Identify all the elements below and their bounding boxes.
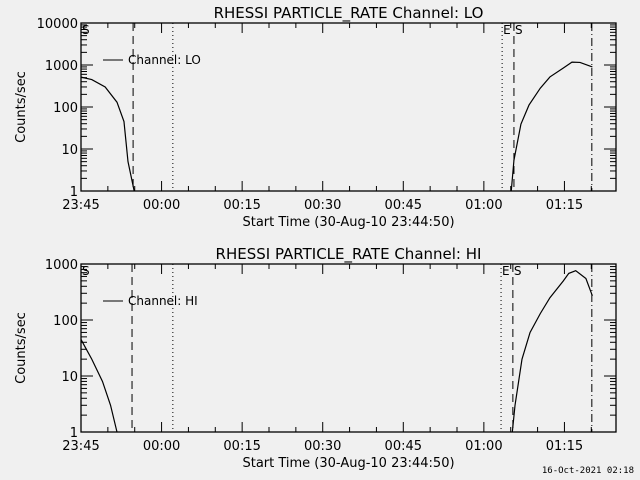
y-tick-label: 10 (61, 143, 78, 158)
x-tick-label: 00:45 (385, 198, 422, 213)
y-tick-label: 1000 (45, 59, 78, 74)
plot-title: RHESSI PARTICLE_RATE Channel: LO (214, 4, 484, 23)
x-tick-label: 00:00 (143, 198, 180, 213)
x-axis-label: Start Time (30-Aug-10 23:44:50) (242, 456, 454, 471)
plot-panel-hi: RHESSI PARTICLE_RATE Channel: HI Start Ti… (14, 245, 617, 471)
series-line (510, 61, 593, 192)
x-tick-label: 00:45 (385, 439, 422, 454)
y-tick-label: 100 (53, 101, 78, 116)
y-tick-label: 1 (70, 426, 78, 441)
x-tick-label: 00:15 (223, 198, 260, 213)
x-axis-label: Start Time (30-Aug-10 23:44:50) (242, 215, 454, 230)
x-tick-label: 23:45 (62, 439, 99, 454)
x-tick-label: 01:00 (465, 198, 502, 213)
series-line (80, 339, 118, 433)
x-tick-label: 01:00 (465, 439, 502, 454)
plot-panel-lo: RHESSI PARTICLE_RATE Channel: LO Start Ti… (14, 4, 617, 230)
y-tick-label: 1 (70, 185, 78, 200)
plot-frame (80, 22, 617, 192)
x-tick-label: 23:45 (62, 198, 99, 213)
x-tick-label: 01:15 (546, 198, 583, 213)
marker-label: S (514, 264, 522, 278)
series-line (80, 76, 135, 192)
series-line (511, 269, 593, 433)
plot-frame (80, 263, 617, 433)
marker-label: S (82, 264, 90, 278)
marker-label: E (503, 23, 511, 37)
marker-label: S (515, 23, 523, 37)
x-tick-label: 01:15 (546, 439, 583, 454)
marker-label: E (502, 264, 510, 278)
legend-label: Channel: LO (128, 53, 201, 67)
y-axis-label: Counts/sec (14, 71, 29, 143)
x-tick-label: 00:15 (223, 439, 260, 454)
y-tick-label: 10000 (37, 17, 78, 32)
y-tick-label: 100 (53, 314, 78, 329)
legend-label: Channel: HI (128, 294, 198, 308)
footer-timestamp: 16-Oct-2021 02:18 (541, 466, 634, 476)
y-tick-label: 1000 (45, 258, 78, 273)
y-axis-label: Counts/sec (14, 312, 29, 384)
x-tick-label: 00:00 (143, 439, 180, 454)
y-tick-label: 10 (61, 370, 78, 385)
marker-label: S (82, 23, 90, 37)
plot-title: RHESSI PARTICLE_RATE Channel: HI (216, 245, 482, 264)
x-tick-label: 00:30 (304, 198, 341, 213)
x-tick-label: 00:30 (304, 439, 341, 454)
